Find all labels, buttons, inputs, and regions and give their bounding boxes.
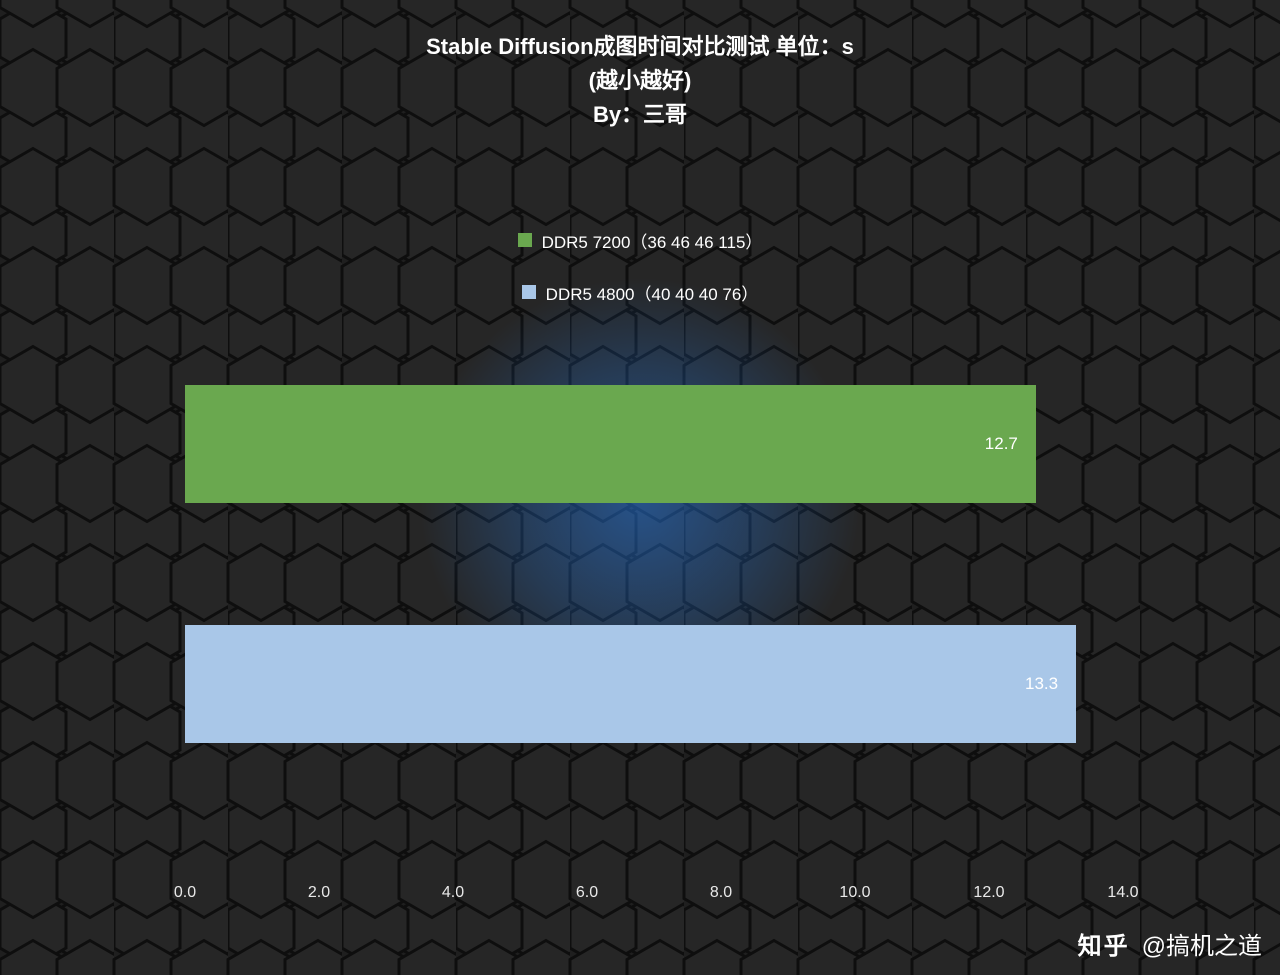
chart-title-block: Stable Diffusion成图时间对比测试 单位：s (越小越好) By：… <box>0 30 1280 132</box>
legend-swatch <box>522 285 536 299</box>
legend-label: DDR5 4800（40 40 40 76） <box>546 280 759 305</box>
plot-area: 0.02.04.06.08.010.012.014.0 12.713.3 <box>185 330 1190 850</box>
watermark-author: @搞机之道 <box>1142 926 1262 961</box>
chart-title-line2: (越小越好) <box>0 64 1280 98</box>
bar-ddr5-7200: 12.7 <box>185 385 1036 503</box>
x-tick-label: 8.0 <box>710 884 732 902</box>
watermark: 知乎 @搞机之道 <box>1078 926 1262 961</box>
x-tick-label: 2.0 <box>308 884 330 902</box>
x-tick-label: 14.0 <box>1107 884 1138 902</box>
zhihu-logo-text: 知乎 <box>1078 926 1130 961</box>
chart-title-line3: By：三哥 <box>0 98 1280 132</box>
chart-title-line1: Stable Diffusion成图时间对比测试 单位：s <box>0 30 1280 64</box>
legend-swatch <box>518 233 532 247</box>
chart-container: Stable Diffusion成图时间对比测试 单位：s (越小越好) By：… <box>0 0 1280 975</box>
bar-ddr5-4800: 13.3 <box>185 625 1076 743</box>
bar-value-label: 13.3 <box>1025 674 1058 694</box>
x-tick-label: 0.0 <box>174 884 196 902</box>
x-tick-label: 10.0 <box>839 884 870 902</box>
x-tick-label: 12.0 <box>973 884 1004 902</box>
bar-value-label: 12.7 <box>985 434 1018 454</box>
x-tick-label: 6.0 <box>576 884 598 902</box>
legend-item: DDR5 7200（36 46 46 115） <box>518 222 763 258</box>
legend: DDR5 7200（36 46 46 115） DDR5 4800（40 40 4… <box>0 214 1280 318</box>
x-tick-label: 4.0 <box>442 884 464 902</box>
legend-item: DDR5 4800（40 40 40 76） <box>522 274 759 310</box>
legend-label: DDR5 7200（36 46 46 115） <box>542 228 763 253</box>
